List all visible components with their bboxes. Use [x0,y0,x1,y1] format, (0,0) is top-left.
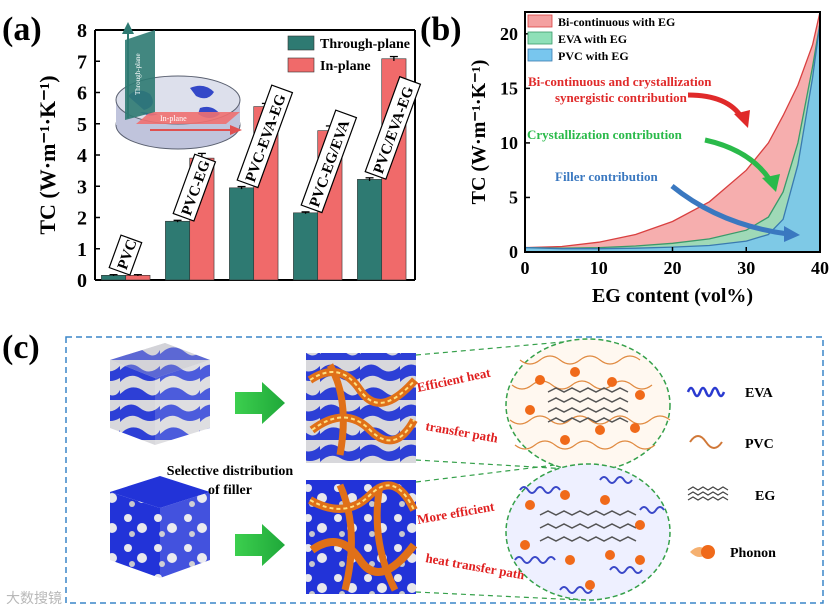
y-tick-label: 4 [77,145,87,167]
y-tick-label: 0 [77,270,87,292]
zoom-circle-top [505,338,671,472]
inset-disc: In-plane Through-plane [115,22,242,150]
legend-pvc-label: PVC [745,437,774,452]
legend-eg-label: EG [755,489,775,504]
ribbon-top-1: Efficient heat [416,365,493,395]
category-label-box [172,153,217,222]
legend-phonon-label: Phonon [730,546,776,561]
area-chart: 0 10 20 30 40 0 5 10 15 20 EG content (vol%) TC (W·… [468,11,829,307]
y-tick-label: 0 [509,242,518,262]
bar-through-plane [101,275,127,281]
micrograph-bottom [306,480,418,594]
inset-in-plane-label: In-plane [160,114,187,123]
arrow-blue-head-icon [784,226,800,242]
schematic-frame [65,336,824,604]
legend-label: Bi-continuous with EG [558,15,675,29]
annotation-bicontinuous-1: Bi-continuous and crystallization [528,74,712,89]
in-plane-sheet [136,112,240,124]
middle-text-1: Selective distribution [167,464,294,479]
bar-through-plane [357,179,383,281]
category-label-box [236,84,294,189]
x-axis-label: EG content (vol%) [592,285,753,307]
legend-label: EVA with EG [558,32,627,46]
inset-through-plane-label: Through-plane [134,53,142,95]
watermark: 大数搜镜 [6,591,62,607]
y-tick-label: 15 [500,78,518,98]
through-arrow-head-icon [122,22,134,34]
y-tick-label: 8 [77,20,87,42]
bar-through-plane [293,212,319,281]
y-tick-label: 6 [77,83,87,105]
bar-through-plane [165,220,191,281]
legend-swatch [527,14,553,28]
in-arrow-head-icon [230,125,242,135]
y-tick-label: 2 [77,208,87,230]
area-series-2 [524,22,821,253]
arrow-green-head-icon [762,174,780,192]
ribbon-bottom-1: More efficient [416,499,496,527]
bar-through-plane [229,187,255,281]
bar-in-plane [125,275,151,281]
annotation-bicontinuous-2: synergistic contribution [555,90,688,105]
category-label-box [364,75,422,180]
arrow-right-top-icon [235,382,285,424]
arrow-blue-icon [670,184,789,237]
middle-text-2: of filler [208,483,252,498]
ribbon-top-2: transfer path [424,418,499,446]
annotation-filler: Filler contribution [555,169,658,184]
arrow-red-head-icon [734,110,750,128]
y-tick-label: 20 [500,24,518,44]
arrow-red-icon [687,92,745,120]
x-tick-label: 0 [521,258,530,278]
panel-label-b: (b) [420,11,462,48]
panel-label-c: (c) [2,329,40,366]
eva-chain-icon [686,386,726,398]
legend-label: In-plane [320,59,371,74]
category-label-group: PVC [108,234,143,276]
pvc-chain-icon [689,435,723,449]
legend-eva-label: EVA [745,386,774,401]
phonon-icon [690,545,715,559]
legend-swatch [527,31,553,45]
zoom-circle-bottom [505,463,671,601]
y-tick-label: 10 [500,133,518,153]
legend-label: PVC with EG [558,49,629,63]
legend-swatch [287,35,315,51]
area-series-0 [524,11,821,253]
arrow-right-bottom-icon [235,524,285,566]
x-tick-label: 20 [664,258,682,278]
legend-swatch [287,57,315,73]
micrograph-top [306,353,419,463]
through-plane-sheet [125,30,155,120]
y-tick-label: 5 [509,187,518,207]
y-tick-label: 3 [77,176,87,198]
disc-filler-pattern [128,85,220,118]
y-tick-label: 1 [77,239,87,261]
arrow-green-icon [704,137,773,182]
x-tick-label: 40 [811,258,829,278]
cube-bottom [110,476,210,578]
legend-label: Through-plane [320,37,410,52]
cube-top [110,343,210,445]
x-tick-label: 30 [737,258,755,278]
y-axis-label: TC (W·m⁻¹·K⁻¹) [468,60,490,205]
panel-label-a: (a) [2,11,42,48]
y-tick-label: 5 [77,114,87,136]
y-axis-label: TC (W·m⁻¹·K⁻¹) [35,75,60,234]
x-tick-label: 10 [590,258,608,278]
category-label-box [108,234,143,276]
legend-swatch [527,48,553,62]
annotation-crystallization: Crystallization contribution [527,127,683,142]
category-label-box [300,109,358,214]
eg-sheet-icon [687,486,729,501]
y-tick-label: 7 [77,51,87,73]
